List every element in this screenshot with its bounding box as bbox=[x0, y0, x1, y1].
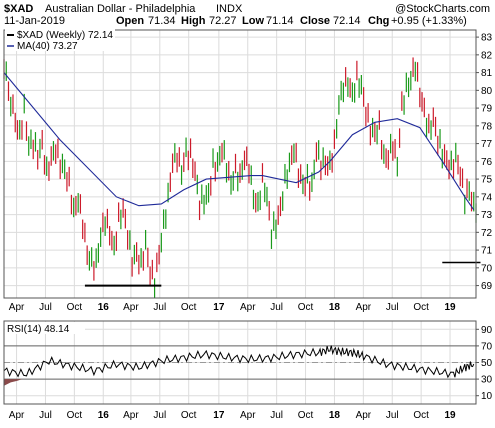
price-y-tick-label: 73 bbox=[481, 210, 493, 221]
rsi-legend-background bbox=[5, 322, 85, 334]
high-label: High bbox=[181, 15, 206, 27]
price-x-tick-label: 16 bbox=[98, 302, 110, 313]
quote-date: 11-Jan-2019 bbox=[4, 15, 65, 27]
rsi-y-tick-label: 50 bbox=[481, 358, 493, 369]
low-value: 71.14 bbox=[266, 15, 294, 27]
rsi-panel: 10 30 50 70 90 Apr Jul Oct 16 Apr Jul Oct 17 Apr Jul O… bbox=[3, 320, 493, 421]
low-label: Low bbox=[242, 15, 264, 27]
rsi-x-tick-label: Apr bbox=[123, 410, 139, 421]
rsi-x-tick-label: Apr bbox=[9, 410, 25, 421]
price-x-tick-label: Jul bbox=[153, 302, 166, 313]
price-y-tick-label: 81 bbox=[481, 68, 493, 79]
rsi-x-tick-label: Oct bbox=[181, 410, 197, 421]
close-value: 72.14 bbox=[333, 15, 361, 27]
price-y-tick-label: 71 bbox=[481, 246, 493, 257]
rsi-x-tick-label: 19 bbox=[444, 410, 456, 421]
open-label: Open bbox=[116, 15, 144, 27]
rsi-x-tick-label: 18 bbox=[329, 410, 341, 421]
price-x-tick-label: 17 bbox=[213, 302, 225, 313]
rsi-x-tick-label: Apr bbox=[240, 410, 256, 421]
price-panel: 69 70 71 72 73 74 75 76 77 78 79 80 81 82 83 Apr Jul Oct… bbox=[3, 29, 493, 313]
chart-instrument-name: Australian Dollar - Philadelphia bbox=[45, 3, 196, 15]
ma40-line bbox=[3, 72, 475, 211]
price-x-tick-label: Apr bbox=[123, 302, 139, 313]
price-y-tick-label: 82 bbox=[481, 50, 493, 61]
price-y-tick-label: 75 bbox=[481, 175, 493, 186]
price-x-axis: Apr Jul Oct 16 Apr Jul Oct 17 Apr Jul Oct 18 Apr Jul O… bbox=[9, 302, 456, 313]
price-y-tick-label: 77 bbox=[481, 139, 493, 150]
rsi-x-tick-label: Oct bbox=[413, 410, 429, 421]
price-gridlines bbox=[4, 30, 476, 298]
price-x-tick-label: Oct bbox=[298, 302, 314, 313]
price-x-tick-label: Oct bbox=[67, 302, 83, 313]
price-y-tick-label: 83 bbox=[481, 33, 493, 44]
rsi-y-tick-label: 30 bbox=[481, 375, 493, 386]
legend-ma-label: MA(40) 73.27 bbox=[17, 41, 78, 52]
watermark: @StockCharts.com bbox=[395, 3, 490, 15]
rsi-x-tick-label: Oct bbox=[298, 410, 314, 421]
chart-symbol: $XAD bbox=[4, 3, 33, 15]
change-value: +0.95 (+1.33%) bbox=[391, 15, 467, 27]
rsi-legend-label: RSI(14) 48.14 bbox=[7, 324, 70, 335]
price-x-tick-label: Oct bbox=[413, 302, 429, 313]
price-y-tick-label: 69 bbox=[481, 281, 493, 292]
close-label: Close bbox=[300, 15, 330, 27]
high-value: 72.27 bbox=[209, 15, 237, 27]
open-value: 71.34 bbox=[148, 15, 176, 27]
price-x-tick-label: Apr bbox=[240, 302, 256, 313]
rsi-x-tick-label: Oct bbox=[67, 410, 83, 421]
rsi-x-tick-label: Jul bbox=[270, 410, 283, 421]
rsi-y-tick-label: 10 bbox=[481, 391, 493, 402]
rsi-oversold-fill bbox=[4, 379, 22, 386]
price-y-tick-label: 78 bbox=[481, 121, 493, 132]
rsi-x-tick-label: Jul bbox=[39, 410, 52, 421]
price-x-tick-label: 19 bbox=[444, 302, 456, 313]
rsi-x-tick-label: Jul bbox=[386, 410, 399, 421]
price-y-tick-label: 70 bbox=[481, 263, 493, 274]
price-y-tick-label: 80 bbox=[481, 86, 493, 97]
price-x-tick-label: Apr bbox=[356, 302, 372, 313]
chart-exchange: INDX bbox=[216, 3, 243, 15]
price-x-tick-label: 18 bbox=[329, 302, 341, 313]
rsi-y-axis: 10 30 50 70 90 bbox=[476, 325, 493, 402]
rsi-y-tick-label: 90 bbox=[481, 325, 493, 336]
price-x-tick-label: Jul bbox=[386, 302, 399, 313]
price-x-tick-label: Jul bbox=[270, 302, 283, 313]
rsi-x-tick-label: Jul bbox=[153, 410, 166, 421]
legend-price-label: $XAD (Weekly) 72.14 bbox=[17, 30, 113, 41]
price-y-tick-label: 79 bbox=[481, 104, 493, 115]
price-x-tick-label: Oct bbox=[181, 302, 197, 313]
price-y-tick-label: 72 bbox=[481, 228, 493, 239]
price-y-axis: 69 70 71 72 73 74 75 76 77 78 79 80 81 82 83 bbox=[476, 33, 493, 292]
price-x-tick-label: Jul bbox=[39, 302, 52, 313]
rsi-line bbox=[3, 345, 475, 379]
price-x-tick-label: Apr bbox=[9, 302, 25, 313]
legend-background bbox=[5, 29, 115, 51]
price-y-tick-label: 74 bbox=[481, 192, 493, 203]
price-y-tick-label: 76 bbox=[481, 157, 493, 168]
change-label: Chg bbox=[368, 15, 389, 27]
rsi-y-tick-label: 70 bbox=[481, 341, 493, 352]
rsi-x-tick-label: Apr bbox=[356, 410, 372, 421]
rsi-x-axis: Apr Jul Oct 16 Apr Jul Oct 17 Apr Jul Oct 18 Apr Jul O… bbox=[9, 410, 456, 421]
rsi-x-tick-label: 16 bbox=[98, 410, 110, 421]
price-panel-frame bbox=[3, 29, 477, 299]
rsi-x-tick-label: 17 bbox=[213, 410, 225, 421]
